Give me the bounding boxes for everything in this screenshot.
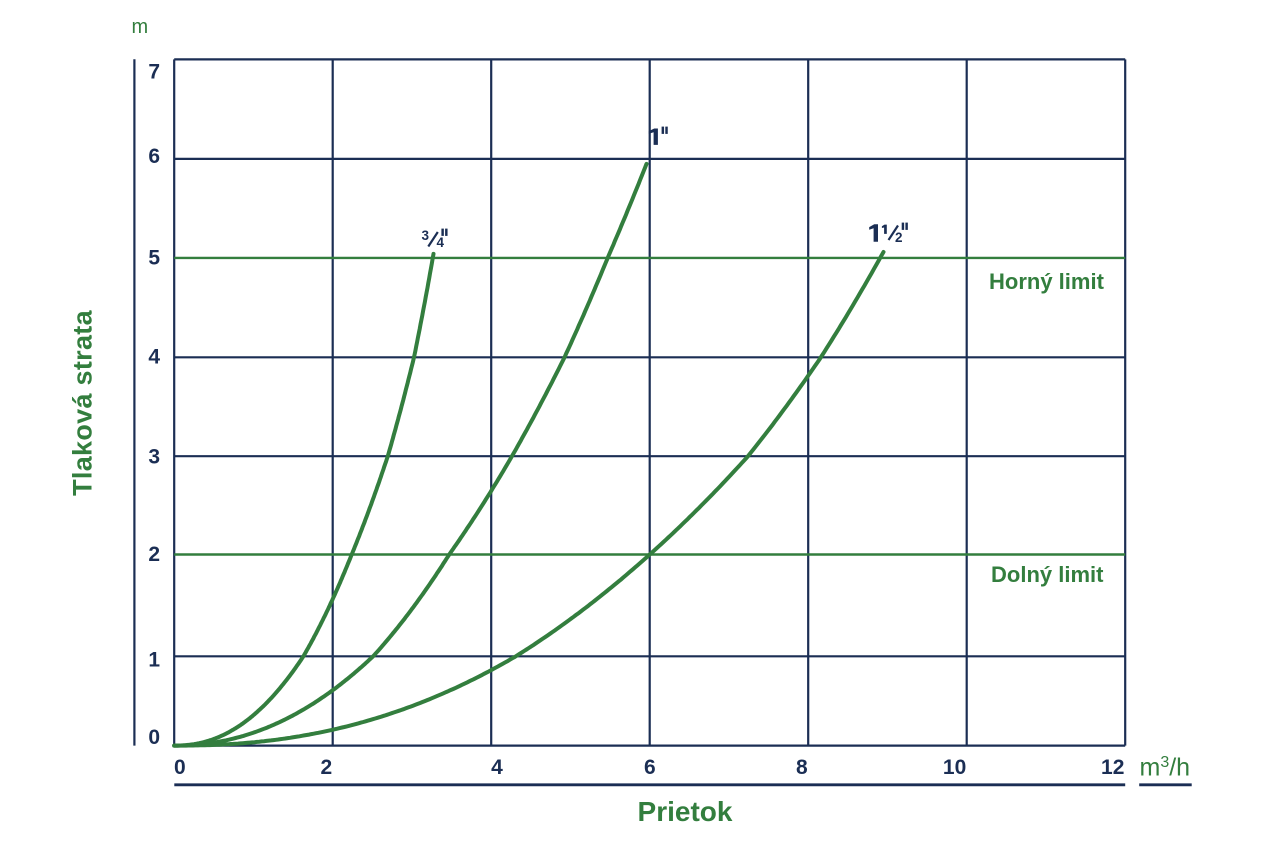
- svg-text:2: 2: [321, 756, 333, 779]
- svg-text:4: 4: [437, 235, 445, 250]
- svg-text:Tlaková strata: Tlaková strata: [68, 309, 98, 495]
- svg-text:12: 12: [1101, 756, 1124, 779]
- svg-text:0: 0: [174, 756, 186, 779]
- svg-text:6: 6: [148, 145, 160, 168]
- svg-text:m3/h: m3/h: [1140, 753, 1191, 781]
- svg-text:7: 7: [148, 61, 160, 84]
- svg-text:5: 5: [148, 247, 160, 270]
- svg-text:10: 10: [943, 756, 966, 779]
- svg-text:6: 6: [644, 756, 656, 779]
- svg-text:8: 8: [796, 756, 808, 779]
- svg-text:2: 2: [148, 543, 160, 566]
- svg-text:Dolný limit: Dolný limit: [991, 562, 1104, 587]
- svg-text:Horný limit: Horný limit: [989, 269, 1105, 294]
- svg-text:4: 4: [491, 756, 503, 779]
- svg-text:0: 0: [148, 726, 160, 749]
- svg-text:m: m: [132, 16, 149, 38]
- svg-text:3: 3: [422, 228, 430, 243]
- svg-text:1: 1: [148, 649, 160, 672]
- svg-text:4: 4: [148, 346, 160, 369]
- svg-text:2: 2: [895, 230, 903, 245]
- svg-text:Prietok: Prietok: [638, 796, 733, 827]
- svg-text:3: 3: [148, 446, 160, 469]
